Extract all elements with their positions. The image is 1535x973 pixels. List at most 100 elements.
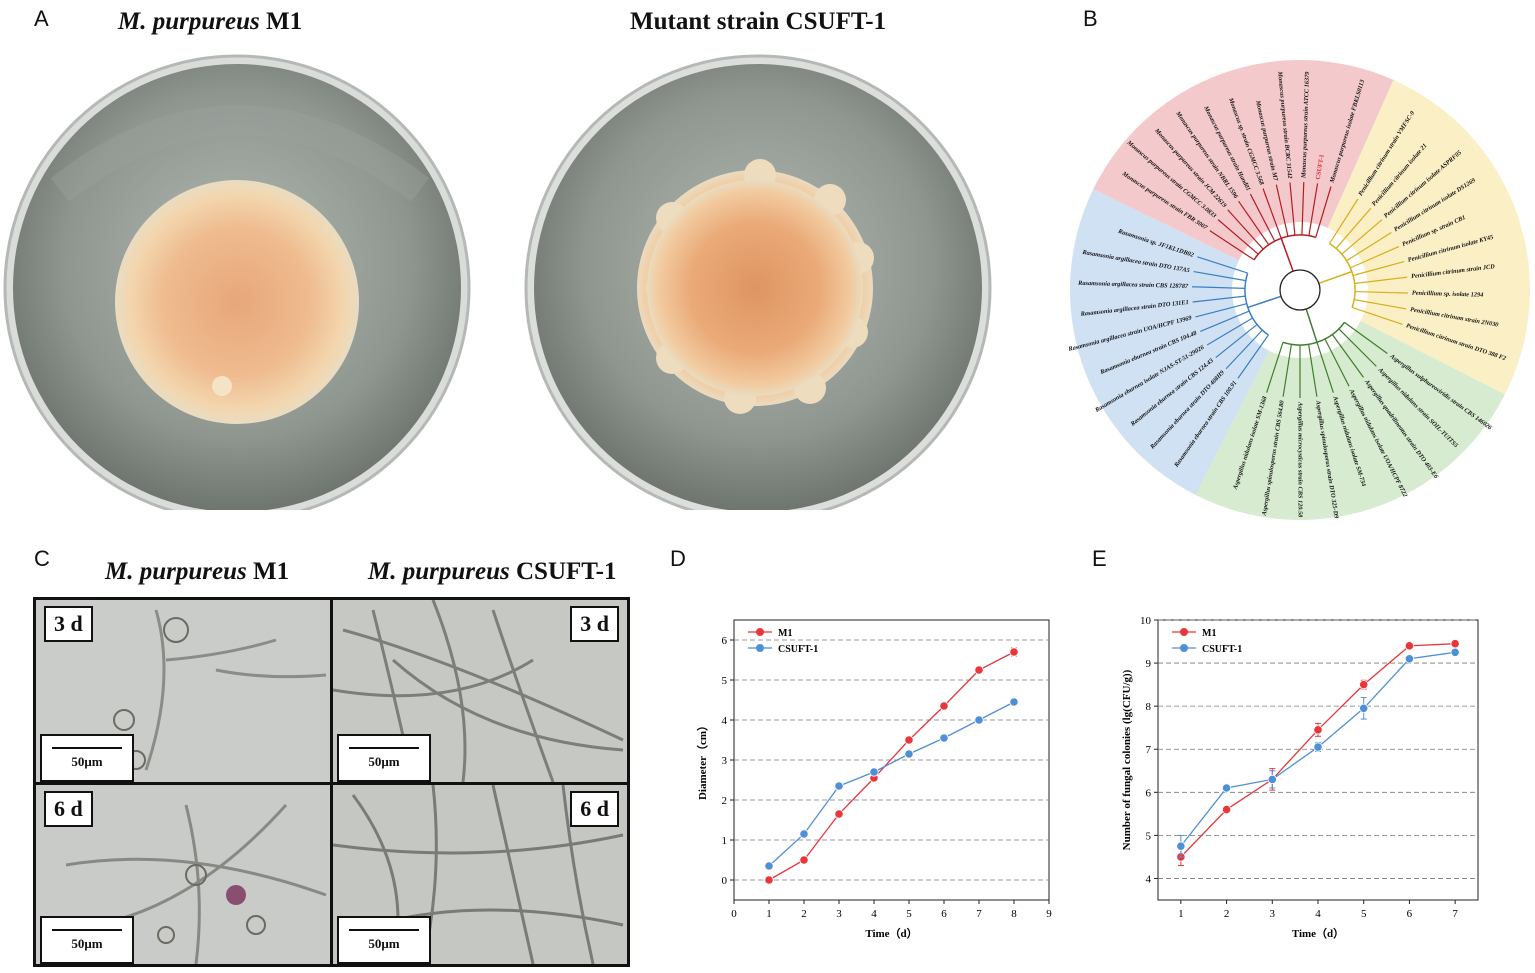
legend-label: M1 xyxy=(1202,628,1216,639)
taxon-label: Penicillium sp. isolate 1294 xyxy=(1412,290,1484,299)
day-label: 6 d xyxy=(570,791,619,827)
phylogenetic-tree: Rasamsonia eburnea strain CBS 100.91Rasa… xyxy=(1067,59,1530,520)
data-point xyxy=(1221,783,1232,793)
legend-marker xyxy=(1180,644,1188,652)
clade-sector-aspergillus xyxy=(1195,320,1505,520)
x-tick-label: 8 xyxy=(1011,908,1017,920)
scale-bar: 50μm xyxy=(40,734,134,782)
leaf-branch xyxy=(1215,323,1258,359)
y-tick-label: 5 xyxy=(1146,830,1152,842)
legend-marker xyxy=(1180,628,1188,636)
data-point xyxy=(904,735,914,745)
data-point xyxy=(1313,742,1323,752)
leaf-branch xyxy=(1341,219,1383,255)
leaf-branch xyxy=(1289,182,1296,236)
leaf-branch xyxy=(1308,183,1319,236)
y-tick-label: 6 xyxy=(1146,787,1152,799)
leaf-branch xyxy=(1344,321,1388,354)
leaf-branch xyxy=(1350,245,1400,269)
x-axis-label: Time（d） xyxy=(865,927,917,940)
legend-marker xyxy=(756,628,764,636)
data-point xyxy=(939,733,949,743)
panel-c-right-title: M. purpureus CSUFT-1 xyxy=(368,558,616,586)
leaf-branch xyxy=(1338,328,1377,367)
leaf-branch xyxy=(1354,276,1408,285)
leaf-branch xyxy=(1301,182,1305,236)
chart-diameter: 0 1 2 3 4 5 6 0 1 2 3 4 5 6 7 8 9 Time（d） Diameter（cm） M1 CS… xyxy=(696,619,1052,940)
species-name: M. purpureus xyxy=(118,8,260,35)
scale-bar: 50μm xyxy=(337,916,431,964)
leaf-branch xyxy=(1308,344,1318,397)
legend-marker xyxy=(756,644,764,652)
leaf-branch xyxy=(1346,231,1392,262)
scale-bar-label: 50μm xyxy=(71,936,103,951)
x-tick-label: 0 xyxy=(731,908,737,920)
data-point xyxy=(1267,774,1277,784)
dish-m1 xyxy=(3,54,471,510)
leaf-branch xyxy=(1335,207,1372,249)
leaf-branch xyxy=(1262,188,1282,239)
data-point xyxy=(974,665,984,675)
x-tick-label: 4 xyxy=(871,908,877,920)
x-tick-label: 1 xyxy=(1178,908,1184,920)
data-point xyxy=(974,715,984,725)
leaf-branch xyxy=(1275,184,1289,237)
strain-name: M1 xyxy=(246,558,290,585)
taxon-label: CSUFT-1 xyxy=(1315,154,1326,180)
x-tick-label: 4 xyxy=(1315,908,1321,920)
leaf-branch xyxy=(1209,230,1255,261)
data-point xyxy=(834,781,844,791)
leaf-branch xyxy=(1217,219,1259,255)
clade-branch-arc xyxy=(1329,242,1356,308)
y-tick-label: 10 xyxy=(1140,615,1152,627)
panel-c-letter: C xyxy=(34,546,50,571)
leaf-branch xyxy=(1282,344,1292,397)
strain-name: CSUFT-1 xyxy=(509,558,617,585)
data-point xyxy=(764,861,774,871)
scale-bar-label: 50μm xyxy=(71,754,103,769)
data-point xyxy=(1221,804,1232,815)
x-tick-label: 1 xyxy=(766,908,772,920)
clade-sector-rasamsonia xyxy=(1070,189,1270,495)
taxon-label: Monascus purpureus strain ATCC 16379 xyxy=(1300,71,1311,180)
x-tick-label: 2 xyxy=(1224,908,1230,920)
series-csuft-1: CSUFT-1 xyxy=(1172,644,1460,858)
data-point xyxy=(1009,697,1019,707)
scale-bar: 50μm xyxy=(40,916,134,964)
leaf-branch xyxy=(1331,334,1364,378)
chart-fungal-colonies: 4 5 6 7 8 9 10 1 2 3 4 5 6 7 Time（d） Number of fungal c… xyxy=(1121,615,1479,940)
legend-label: CSUFT-1 xyxy=(778,644,818,655)
data-point xyxy=(799,829,809,839)
leaf-branch xyxy=(1197,256,1248,274)
panel-c-left-title: M. purpureus M1 xyxy=(105,558,289,586)
data-point xyxy=(1404,654,1415,664)
scale-bar: 50μm xyxy=(337,734,431,782)
clade-stem xyxy=(1318,270,1353,285)
panel-e-letter: E xyxy=(1092,546,1107,571)
leaf-branch xyxy=(1225,329,1263,370)
leaf-branch xyxy=(1238,200,1270,246)
micrograph-m1-3d: 3 d 50μm xyxy=(36,600,330,782)
taxon-label: Aspergillus microcysticus strain CBS 120… xyxy=(1297,401,1304,518)
panel-a-left-title: M. purpureus M1 xyxy=(118,8,302,36)
y-tick-label: 9 xyxy=(1146,658,1152,670)
panel-d-letter: D xyxy=(670,546,686,571)
x-tick-label: 6 xyxy=(1407,908,1413,920)
clade-sector-monascus xyxy=(1093,59,1394,261)
data-point xyxy=(869,767,879,777)
data-point xyxy=(1009,647,1019,657)
micrograph-grid: 3 d 50μm 3 d 50μm 6 d 50μm xyxy=(33,597,630,967)
x-tick-label: 5 xyxy=(906,908,912,920)
data-point xyxy=(939,701,949,711)
day-label: 3 d xyxy=(570,606,619,642)
strain-name: M1 xyxy=(259,8,303,35)
day-label: 6 d xyxy=(44,791,93,827)
y-axis-label: Diameter（cm） xyxy=(696,720,709,800)
series-m1: M1 xyxy=(1172,628,1460,867)
series-csuft-1: CSUFT-1 xyxy=(748,644,1019,871)
x-tick-label: 3 xyxy=(836,908,842,920)
leaf-branch xyxy=(1200,310,1250,332)
leaf-branch xyxy=(1354,299,1407,310)
scale-bar-label: 50μm xyxy=(368,936,400,951)
micrograph-csuft1-3d: 3 d 50μm xyxy=(333,600,627,782)
